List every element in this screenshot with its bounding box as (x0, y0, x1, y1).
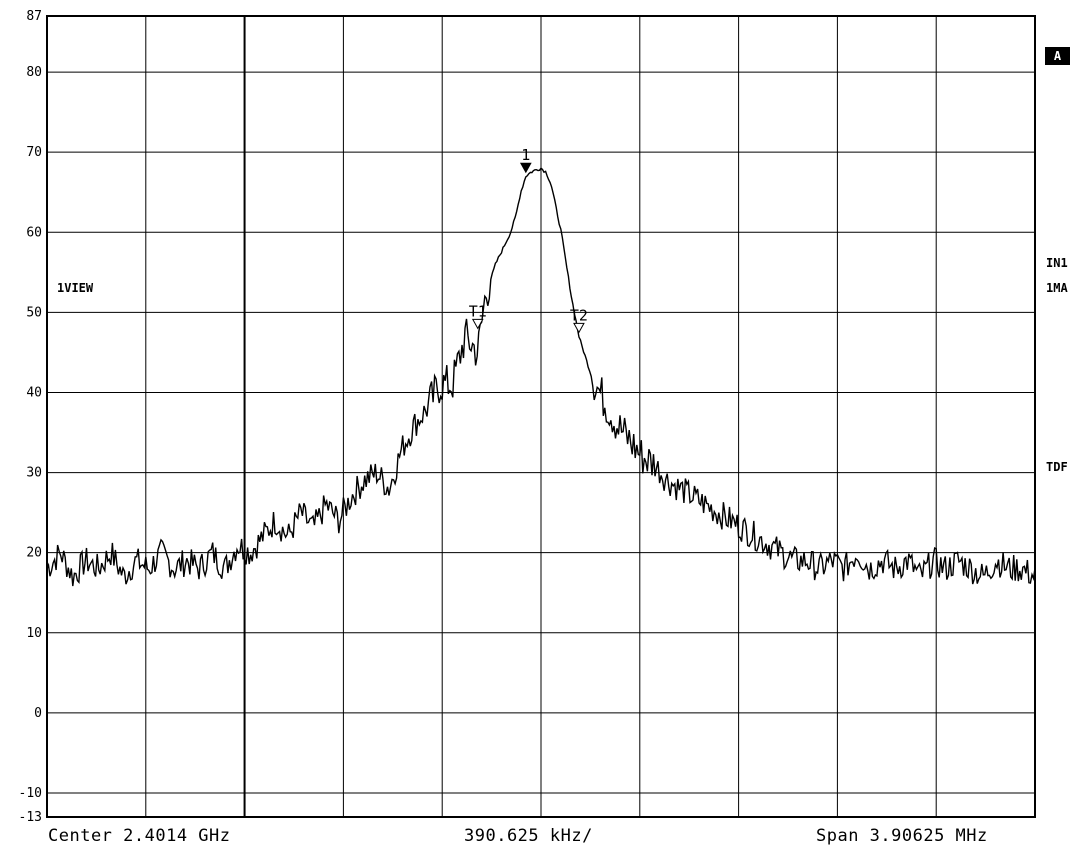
marker-1-icon (519, 162, 532, 174)
y-tick-label: 40 (26, 385, 42, 400)
y-tick-label: 10 (26, 626, 42, 641)
marker-t1-icon (471, 318, 484, 330)
y-tick-labels: 87 80 70 60 50 40 30 20 10 0 -10 -13 (19, 9, 42, 825)
y-tick-label: 20 (26, 546, 42, 561)
grid (47, 16, 1035, 817)
marker-1-label: 1 (521, 146, 530, 164)
y-tick-label: 50 (26, 305, 42, 320)
spectrum-trace (46, 167, 1036, 587)
y-tick-label: -13 (19, 810, 42, 825)
y-tick-label: 30 (26, 466, 42, 481)
view-label: 1VIEW (57, 281, 94, 295)
y-tick-label: 87 (26, 9, 42, 24)
mode-label: 1MA (1046, 281, 1068, 295)
footer-division: 390.625 kHz/ (464, 826, 593, 846)
footer-center: Center 2.4014 GHz (48, 826, 231, 846)
marker-t1-label: T1 (469, 302, 487, 320)
marker-t2-label: T2 (570, 306, 588, 324)
y-tick-label: 60 (26, 225, 42, 240)
marker-t2-icon (573, 322, 585, 334)
trace-badge: A (1045, 47, 1070, 65)
y-tick-label: -10 (19, 786, 42, 801)
footer-span: Span 3.90625 MHz (816, 826, 988, 846)
markers: 1 T1 T2 (469, 146, 588, 334)
y-tick-label: 80 (26, 65, 42, 80)
y-tick-label: 70 (26, 145, 42, 160)
input-label: IN1 (1046, 256, 1068, 270)
y-tick-label: 0 (34, 706, 42, 721)
tdf-label: TDF (1046, 460, 1068, 474)
